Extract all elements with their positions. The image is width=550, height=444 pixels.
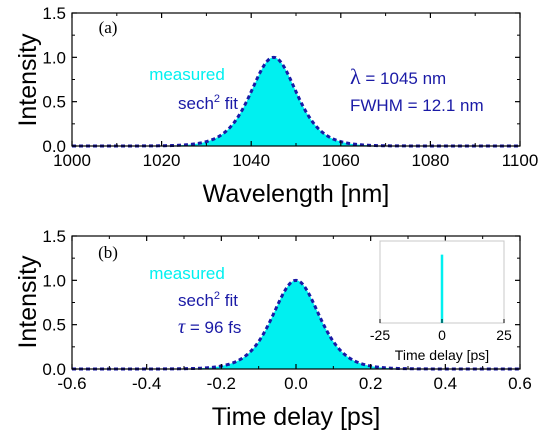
panel-b-legend-fit-base: sech xyxy=(178,291,214,310)
x-tick-label: 0.0 xyxy=(284,374,308,393)
x-tick-label: 1060 xyxy=(322,151,360,170)
x-tick-label: 1100 xyxy=(502,151,539,170)
inset-x-tick-label: -25 xyxy=(370,327,390,343)
panel-a: 1000 1020 1040 1060 1080 1100 0.0 0.5 1.0 1.5 (a… xyxy=(14,4,538,208)
y-tick-label: 1.5 xyxy=(42,227,66,246)
inset-xlabel: Time delay [ps] xyxy=(395,347,489,363)
x-tick-label: 0.6 xyxy=(508,374,532,393)
panel-b-legend-fit-suffix: fit xyxy=(220,291,238,310)
panel-a-measured-area xyxy=(72,57,520,146)
y-tick-label: 1.5 xyxy=(42,4,66,23)
panel-a-wavelength-value: = 1045 nm xyxy=(361,69,447,88)
panel-b-legend-measured: measured xyxy=(149,264,225,283)
panel-b-inset: -25 0 25 Time delay [ps] xyxy=(370,240,512,363)
panel-b-xticks: -0.6 -0.4 -0.2 0.0 0.2 0.4 0.6 xyxy=(57,236,532,393)
lambda-symbol: λ xyxy=(350,64,361,89)
y-tick-label: 0.0 xyxy=(42,137,66,156)
panel-a-wavelength-annotation: λ = 1045 nm xyxy=(350,64,446,89)
panel-a-xticks: 1000 1020 1040 1060 1080 1100 xyxy=(53,13,538,170)
y-tick-label: 0.0 xyxy=(42,360,66,379)
x-tick-label: 1080 xyxy=(411,151,449,170)
panel-a-fwhm-annotation: FWHM = 12.1 nm xyxy=(350,96,484,115)
panel-a-legend-fit-base: sech xyxy=(178,94,214,113)
x-tick-label: -0.4 xyxy=(132,374,161,393)
panel-b-legend-fit: sech2 fit xyxy=(178,290,238,310)
panel-b-ylabel: Intensity xyxy=(14,255,42,349)
tau-symbol: τ xyxy=(178,316,186,338)
panel-b-label: (b) xyxy=(98,243,118,262)
inset-x-tick-label: 0 xyxy=(438,327,446,343)
x-tick-label: -0.2 xyxy=(207,374,236,393)
inset-xticks: -25 0 25 xyxy=(370,319,512,343)
panel-a-xlabel: Wavelength [nm] xyxy=(203,180,390,208)
x-tick-label: 1040 xyxy=(232,151,270,170)
y-tick-label: 1.0 xyxy=(42,48,66,67)
inset-x-tick-label: 25 xyxy=(496,327,512,343)
panel-b: -0.6 -0.4 -0.2 0.0 0.2 0.4 0.6 0.0 0.5 1.0 1.5 (b… xyxy=(14,227,532,431)
panel-a-legend-measured: measured xyxy=(149,65,225,84)
panel-a-yticks: 0.0 0.5 1.0 1.5 xyxy=(42,4,520,156)
panel-a-legend-fit-suffix: fit xyxy=(220,94,238,113)
panel-b-legend-fit-sup: 2 xyxy=(214,290,220,302)
x-tick-label: 0.2 xyxy=(359,374,383,393)
y-tick-label: 1.0 xyxy=(42,271,66,290)
x-tick-label: 1000 xyxy=(53,151,91,170)
x-tick-label: 0.4 xyxy=(434,374,458,393)
y-tick-label: 0.5 xyxy=(42,93,66,112)
panel-a-ylabel: Intensity xyxy=(14,33,42,127)
panel-b-measured-area xyxy=(72,280,520,369)
y-tick-label: 0.5 xyxy=(42,316,66,335)
panel-b-tau-annotation: τ = 96 fs xyxy=(178,316,241,338)
panel-b-tau-value: = 96 fs xyxy=(185,318,241,337)
panel-a-label: (a) xyxy=(99,18,118,37)
x-tick-label: -0.6 xyxy=(57,374,86,393)
x-tick-label: 1020 xyxy=(143,151,181,170)
panel-a-legend-fit-sup: 2 xyxy=(214,93,220,105)
panel-b-xlabel: Time delay [ps] xyxy=(212,403,381,431)
panel-a-legend-fit: sech2 fit xyxy=(178,93,238,113)
panel-b-yticks: 0.0 0.5 1.0 1.5 xyxy=(42,227,520,379)
